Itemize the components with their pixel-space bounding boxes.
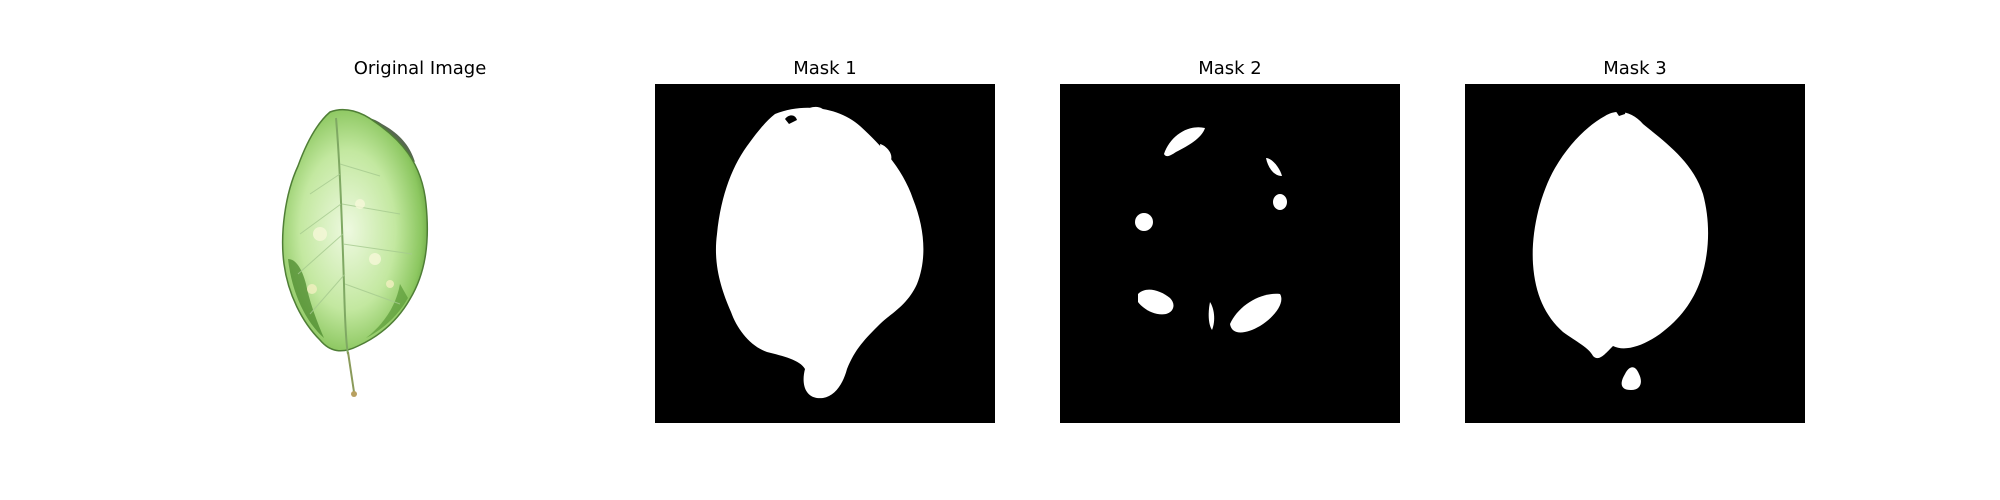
mask-3-graphic <box>1465 84 1805 423</box>
leaf-photo-graphic <box>250 84 590 423</box>
panel-mask-1: Mask 1 <box>655 0 995 500</box>
panel-title: Mask 3 <box>1465 58 1805 79</box>
panel-title: Mask 2 <box>1060 58 1400 79</box>
panel-title: Original Image <box>250 58 590 79</box>
mask-3-image <box>1465 84 1805 423</box>
panel-mask-2: Mask 2 <box>1060 0 1400 500</box>
mask-1-image <box>655 84 995 423</box>
mask-1-graphic <box>655 84 995 423</box>
panel-mask-3: Mask 3 <box>1465 0 1805 500</box>
panel-title: Mask 1 <box>655 58 995 79</box>
panel-original-image: Original Image <box>250 0 590 500</box>
mask-2-graphic <box>1060 84 1400 423</box>
leaf-photo <box>250 84 590 423</box>
mask-2-image <box>1060 84 1400 423</box>
